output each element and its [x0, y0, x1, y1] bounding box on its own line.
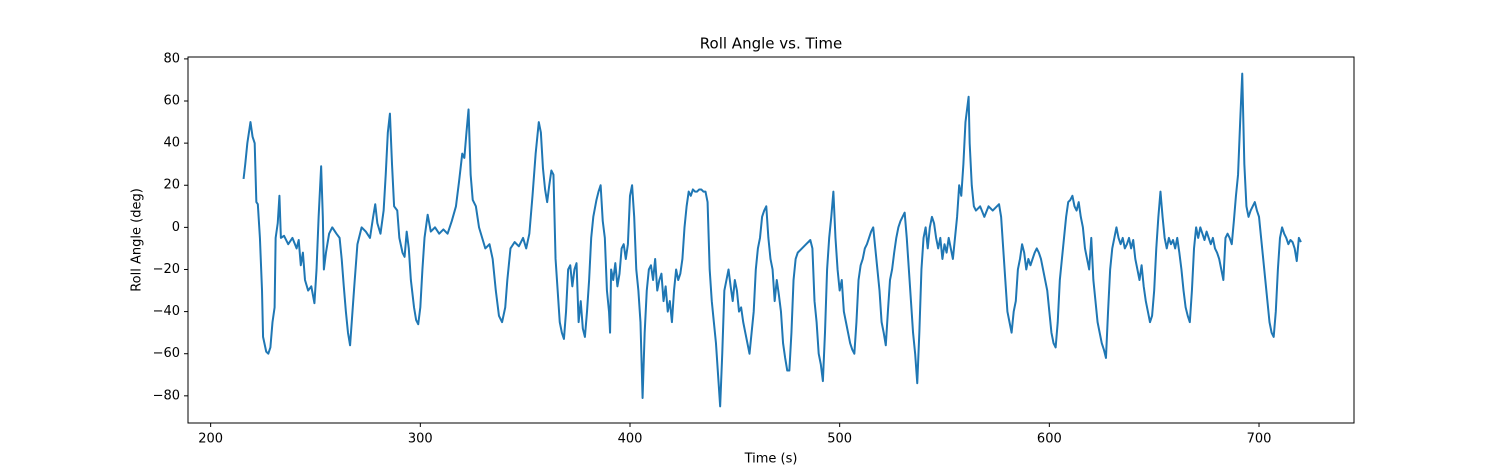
y-tick-label: −20 — [153, 262, 180, 277]
y-tick-label: 80 — [163, 51, 180, 66]
y-tick-label: −80 — [153, 388, 180, 403]
x-tick-label: 300 — [408, 432, 433, 447]
y-tick-label: −40 — [153, 304, 180, 319]
y-tick-label: 60 — [163, 94, 180, 109]
x-tick-label: 200 — [198, 432, 223, 447]
y-tick-label: 0 — [172, 220, 180, 235]
x-tick-label: 600 — [1037, 432, 1062, 447]
chart-title: Roll Angle vs. Time — [700, 35, 842, 53]
y-tick-label: 20 — [163, 178, 180, 193]
x-tick-label: 500 — [827, 432, 852, 447]
x-axis-label: Time (s) — [744, 452, 798, 467]
x-tick-label: 700 — [1247, 432, 1272, 447]
y-tick-label: 40 — [163, 136, 180, 151]
data-line — [242, 72, 1302, 408]
plot-frame — [187, 56, 1355, 424]
x-tick-label: 400 — [618, 432, 643, 447]
y-axis-label: Roll Angle (deg) — [130, 188, 145, 292]
y-tick-label: −60 — [153, 346, 180, 361]
